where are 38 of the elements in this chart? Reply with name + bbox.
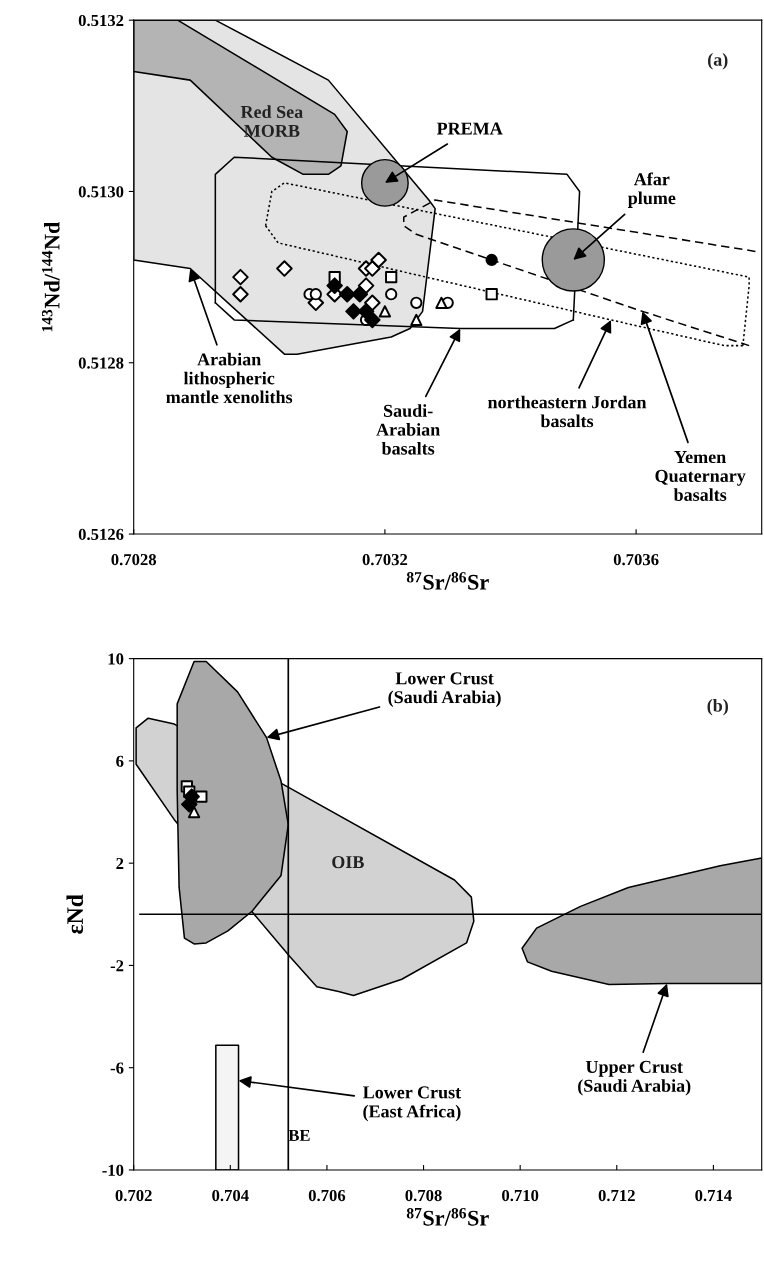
annotation: (a) bbox=[708, 53, 728, 70]
annotation: Lower Crust (East Africa) bbox=[362, 1086, 462, 1122]
annotation: Arabian lithospheric mantle xenoliths bbox=[166, 352, 293, 404]
x-tick-label: 0.7028 bbox=[111, 553, 157, 566]
annotation: Saudi- Arabian basalts bbox=[376, 404, 440, 455]
y-tick-label: 0.5130 bbox=[78, 186, 124, 198]
x-tick-label: 0.7036 bbox=[613, 553, 659, 566]
annotation: Upper Crust (Saudi Arabia) bbox=[578, 1060, 691, 1096]
x-tick-label: 0.706 bbox=[308, 1189, 346, 1202]
x-tick-label: 0.712 bbox=[598, 1189, 635, 1202]
annotation: Yemen Quaternary basalts bbox=[655, 451, 746, 501]
x-tick-label: 0.702 bbox=[115, 1189, 152, 1202]
annotation: northeastern Jordan basalts bbox=[488, 395, 647, 428]
x-tick-label: 0.708 bbox=[405, 1189, 442, 1202]
y-tick-label: -10 bbox=[102, 1164, 124, 1176]
x-axis-title: $^{87}$Sr/$^{86}$Sr bbox=[406, 572, 489, 590]
x-tick-label: 0.714 bbox=[695, 1189, 732, 1202]
y-tick-label: 0.5128 bbox=[78, 357, 124, 369]
y-tick-label: 2 bbox=[116, 857, 124, 869]
y-tick-label: 0.5132 bbox=[78, 14, 124, 27]
y-tick-label: 0.5126 bbox=[78, 528, 124, 541]
annotation: (b) bbox=[707, 699, 728, 716]
annotation: Red Sea MORB bbox=[240, 105, 303, 137]
x-tick-label: 0.710 bbox=[502, 1189, 539, 1202]
annotation: PREMA bbox=[436, 122, 503, 135]
x-tick-label: 0.7032 bbox=[362, 553, 408, 566]
y-axis-title: εNd bbox=[66, 894, 84, 934]
y-tick-label: -2 bbox=[110, 960, 124, 972]
y-axis-title: $^{143}$Nd/$^{144}$Nd bbox=[41, 221, 60, 332]
y-tick-label: -6 bbox=[110, 1062, 124, 1074]
x-axis-title: $^{87}$Sr/$^{86}$Sr bbox=[406, 1207, 489, 1226]
annotation: Afar plume bbox=[627, 172, 676, 208]
x-tick-label: 0.704 bbox=[212, 1189, 249, 1202]
annotation: Lower Crust (Saudi Arabia) bbox=[388, 672, 501, 707]
annotation: OIB bbox=[332, 856, 364, 869]
y-tick-label: 6 bbox=[116, 755, 124, 767]
ref-line-label: BE bbox=[288, 1129, 310, 1141]
y-tick-label: 10 bbox=[108, 653, 124, 665]
